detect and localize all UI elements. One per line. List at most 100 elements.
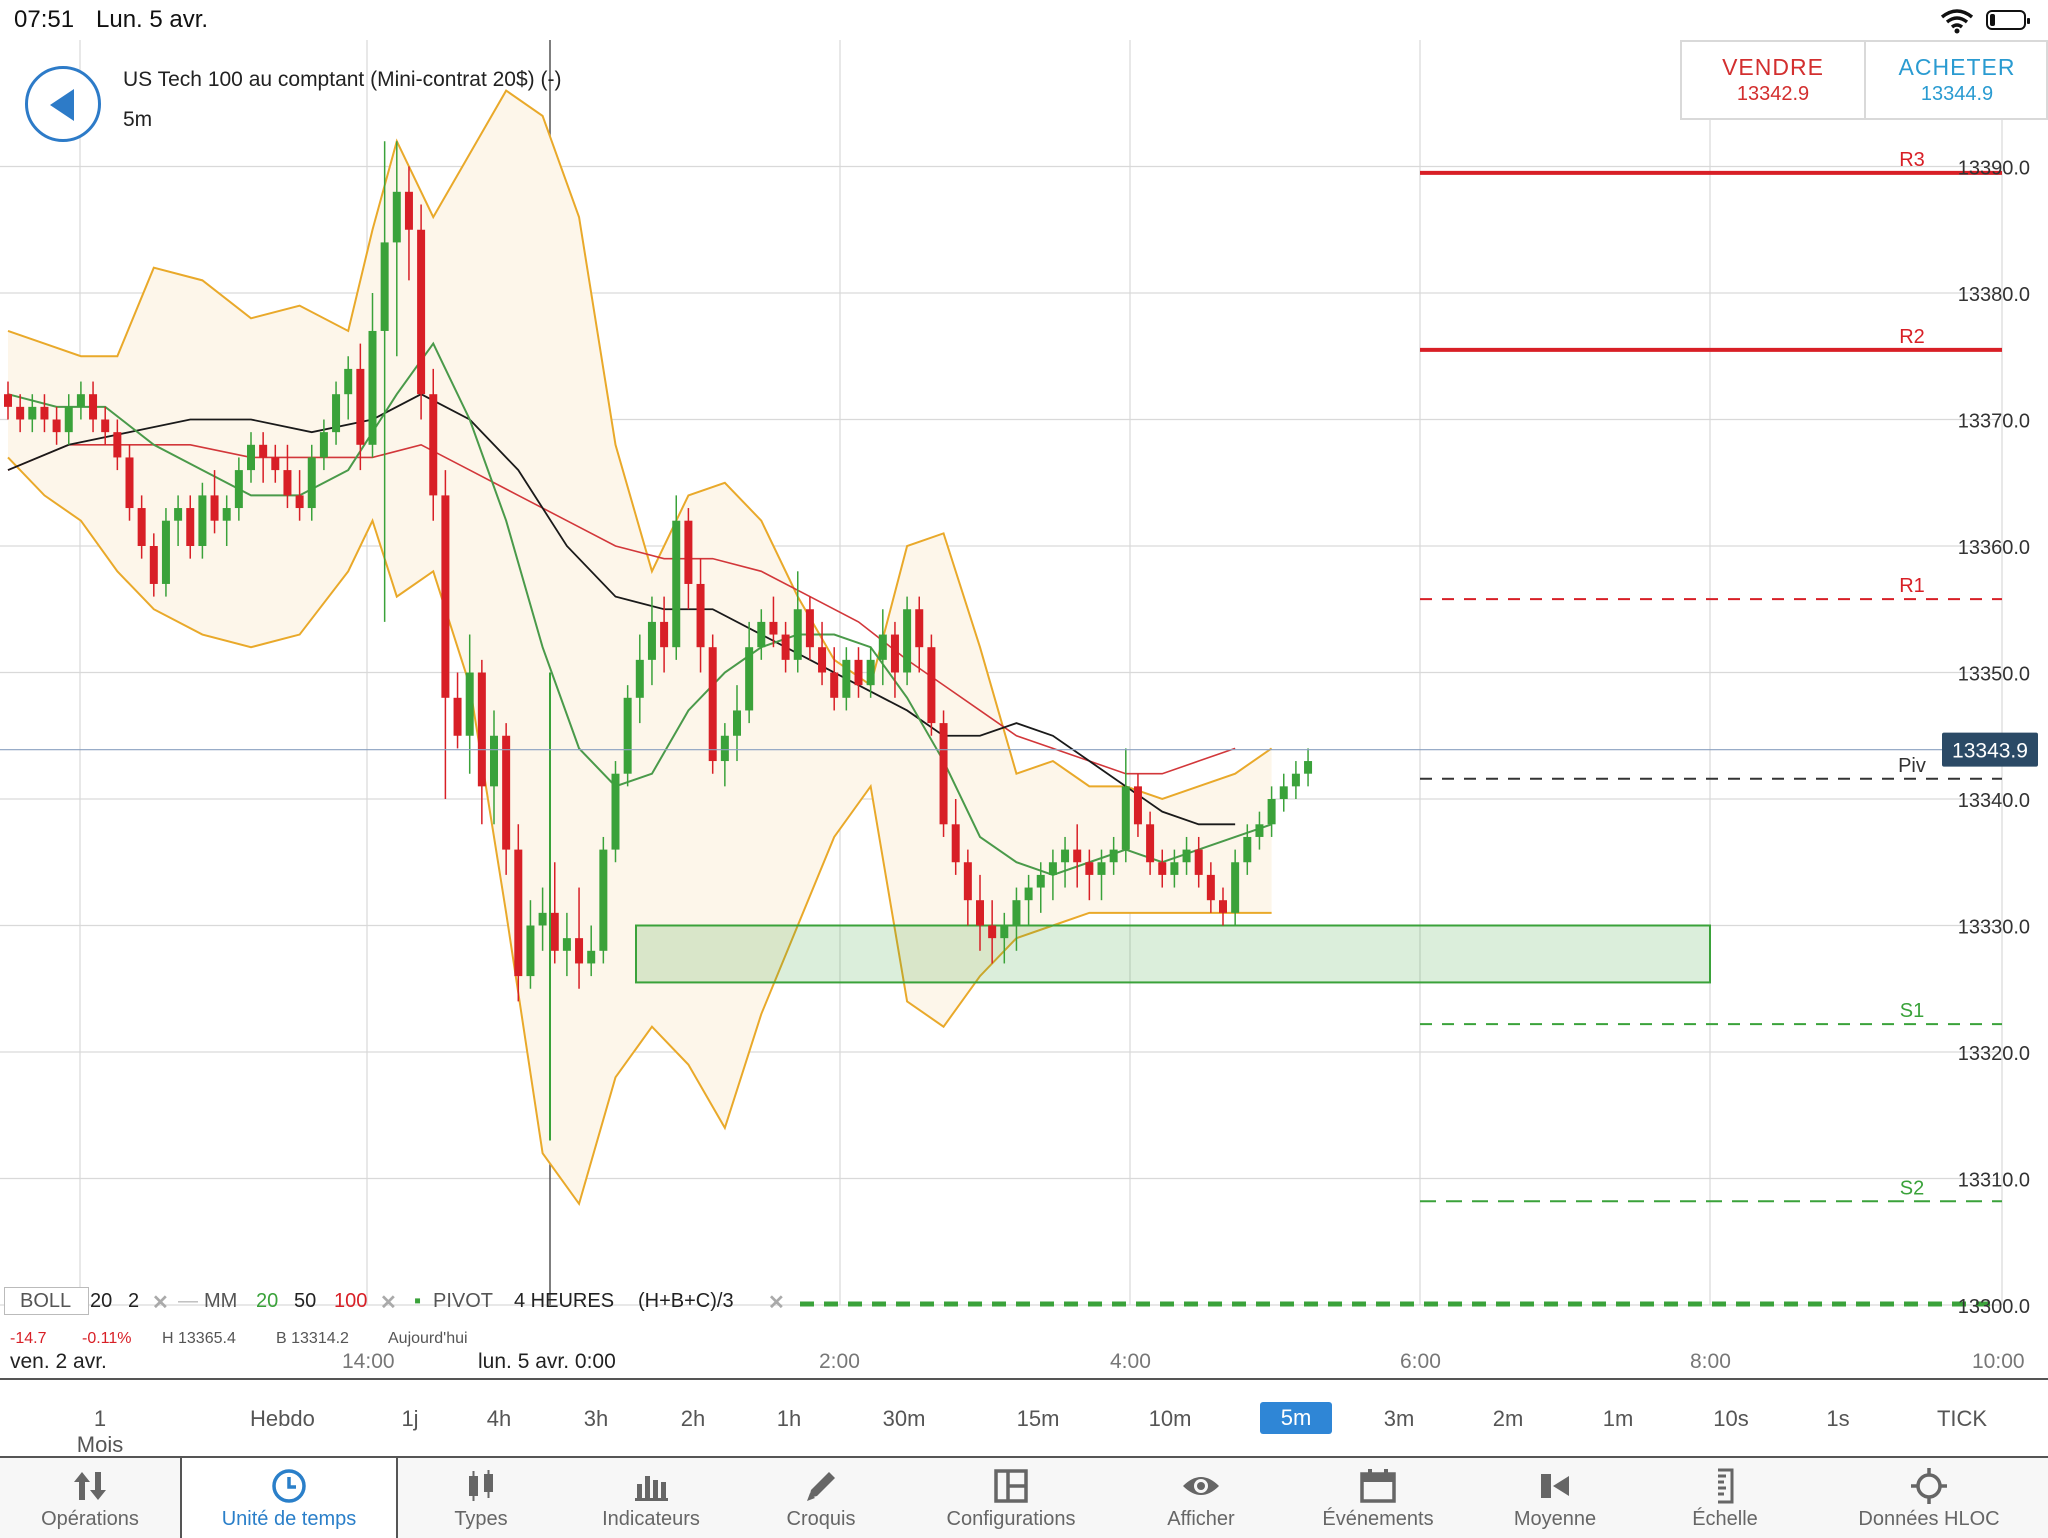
pivot-label: PIVOT xyxy=(433,1290,494,1312)
boll-legend-box[interactable] xyxy=(4,1287,89,1315)
change-percent: -0.11% xyxy=(82,1330,132,1347)
timeframe-1j[interactable]: 1j xyxy=(401,1406,419,1431)
timeframe-15m[interactable]: 15m xyxy=(1016,1406,1060,1431)
operations-button[interactable]: Opérations xyxy=(0,1458,180,1538)
candle-body xyxy=(1243,836,1252,863)
candle-body xyxy=(247,444,255,471)
candle-body xyxy=(842,659,851,698)
candle-body xyxy=(1158,862,1167,875)
pivot-remove-icon[interactable]: ✕ xyxy=(768,1292,785,1314)
candle-body xyxy=(64,406,73,433)
ma-line-icon: — xyxy=(178,1290,198,1312)
candle-body xyxy=(1182,849,1191,863)
candle-body xyxy=(1012,900,1021,926)
ma-remove-icon[interactable]: ✕ xyxy=(380,1292,397,1314)
candle-body xyxy=(368,330,377,445)
timeframe-bar: 1 Mois Hebdo 1j 4h 3h 2h 1h 30m 15m 10m 5m 3m 2m 1m 10… xyxy=(0,1378,2048,1458)
candle-body xyxy=(903,609,912,673)
boll-deviation: 2 xyxy=(128,1290,140,1312)
timeframe-1-mois[interactable]: 1 Mois xyxy=(76,1406,124,1457)
candle-body xyxy=(1279,786,1288,799)
ma-label: MM xyxy=(204,1290,238,1312)
price-chart[interactable]: R3 R2 R1 Piv S1 S2 13343.9 13390.0 13380.0 13370.… xyxy=(0,40,2048,1346)
current-price-tag xyxy=(1942,732,2038,767)
candle-body xyxy=(1036,874,1045,888)
timeframe-1m[interactable]: 1m xyxy=(1602,1406,1634,1431)
y-tick-label: 13380.0 xyxy=(1958,284,2030,306)
candle-body xyxy=(660,621,669,648)
scale-button[interactable]: Échelle xyxy=(1640,1458,1810,1538)
timeframe-10m[interactable]: 10m xyxy=(1148,1406,1192,1431)
back-button[interactable] xyxy=(25,66,101,142)
candle-body xyxy=(137,508,146,546)
timeframe-3h[interactable]: 3h xyxy=(583,1406,609,1431)
candle-body xyxy=(684,520,693,584)
timeframe-2m[interactable]: 2m xyxy=(1492,1406,1524,1431)
hloc-data-label: Données HLOC xyxy=(1858,1508,2000,1530)
timeframe-3m[interactable]: 3m xyxy=(1383,1406,1415,1431)
status-bar: 07:51 Lun. 5 avr. xyxy=(0,0,2048,40)
events-button[interactable]: Événements xyxy=(1286,1458,1470,1538)
crosshair-icon xyxy=(1911,1468,1947,1504)
candle-body xyxy=(125,457,134,509)
pivot-line-icon: ▪ xyxy=(414,1290,422,1312)
x-tick-6: 6:00 xyxy=(1400,1350,1441,1373)
pivot-formula: (H+B+C)/3 xyxy=(638,1290,734,1312)
sell-label: VENDRE xyxy=(1722,54,1824,80)
candle-body xyxy=(575,938,584,964)
indicators-label: Indicateurs xyxy=(602,1508,700,1530)
candle-body xyxy=(1304,761,1313,774)
hloc-data-button[interactable]: Données HLOC xyxy=(1810,1458,2048,1538)
ma-period-100: 100 xyxy=(334,1290,368,1312)
candle-body xyxy=(174,508,183,521)
timeframe-1s[interactable]: 1s xyxy=(1826,1406,1850,1431)
average-label: Moyenne xyxy=(1513,1508,1597,1530)
candle-body xyxy=(988,925,997,939)
time-unit-button[interactable]: Unité de temps xyxy=(180,1458,398,1538)
candle-body xyxy=(745,647,754,711)
timeframe-2h[interactable]: 2h xyxy=(680,1406,706,1431)
types-label: Types xyxy=(454,1508,508,1530)
bottom-toolbar: Opérations Unité de temps Types Indicate… xyxy=(0,1456,2048,1538)
layout-icon xyxy=(994,1469,1028,1503)
average-button[interactable]: Moyenne xyxy=(1470,1458,1640,1538)
candle-body xyxy=(40,406,49,420)
y-tick-label: 13390.0 xyxy=(1958,158,2030,180)
buy-button[interactable]: ACHETER 13344.9 xyxy=(1866,42,2048,118)
candle-body xyxy=(453,697,462,736)
types-button[interactable]: Types xyxy=(396,1458,566,1538)
candle-body xyxy=(1085,862,1094,875)
battery-icon xyxy=(1986,10,2030,30)
candle-body xyxy=(1000,925,1009,939)
candle-body xyxy=(76,394,85,407)
candlestick-icon xyxy=(469,1470,493,1501)
timeframe-10s[interactable]: 10s xyxy=(1713,1406,1749,1431)
boll-remove-icon[interactable]: ✕ xyxy=(152,1292,169,1314)
candle-body xyxy=(623,697,632,774)
show-label: Afficher xyxy=(1167,1508,1235,1530)
candle-body xyxy=(1121,786,1130,850)
y-tick-label: 13350.0 xyxy=(1958,664,2030,686)
clock-icon xyxy=(272,1469,306,1503)
show-button[interactable]: Afficher xyxy=(1116,1458,1286,1538)
candle-body xyxy=(4,394,12,407)
timeframe-30m[interactable]: 30m xyxy=(882,1406,926,1431)
timeframe-5m[interactable]: 5m xyxy=(1260,1402,1332,1434)
indicators-button[interactable]: Indicateurs xyxy=(566,1458,736,1538)
configurations-button[interactable]: Configurations xyxy=(906,1458,1116,1538)
scale-label: Échelle xyxy=(1692,1508,1758,1530)
timeframe-1h[interactable]: 1h xyxy=(776,1406,802,1431)
date-left-label: ven. 2 avr. xyxy=(10,1350,107,1373)
sketch-button[interactable]: Croquis xyxy=(736,1458,906,1538)
timeframe-tick[interactable]: TICK xyxy=(1936,1406,1988,1431)
wifi-icon xyxy=(1940,9,1974,34)
pivot-r2-label: R2 xyxy=(1899,326,1925,348)
candle-body xyxy=(404,191,413,230)
sell-button[interactable]: VENDRE 13342.9 xyxy=(1682,42,1866,118)
pivot-s1-label: S1 xyxy=(1900,1000,1924,1022)
candle-body xyxy=(1146,824,1155,863)
y-tick-label: 13300.0 xyxy=(1958,1296,2030,1318)
candle-body xyxy=(830,672,839,698)
timeframe-hebdo[interactable]: Hebdo xyxy=(250,1406,315,1431)
timeframe-4h[interactable]: 4h xyxy=(486,1406,512,1431)
